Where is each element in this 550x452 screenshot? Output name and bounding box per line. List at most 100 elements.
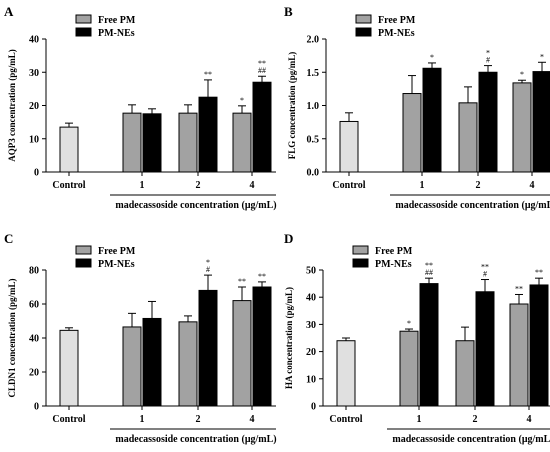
significance-mark: ** [238,277,246,286]
x-tick-label: 2 [476,180,481,191]
x-axis-title: madecassoside concentration (μg/mL) [115,434,276,445]
y-tick-label: 0 [34,402,39,413]
bar-control [336,340,356,407]
significance-mark: ## [258,66,266,75]
x-tick-label: 4 [250,414,255,425]
bar-free-pm [399,330,419,407]
significance-mark: ** [535,268,543,277]
bar-free-pm [458,102,478,173]
panel-label: A [4,4,14,19]
x-tick-label: 1 [140,180,145,191]
legend-label: Free PM [375,246,413,257]
significance-mark: ** [481,263,489,272]
significance-mark: ** [425,261,433,270]
x-tick-label: 1 [420,180,425,191]
panel-label: D [284,231,293,246]
chart-panel-c: C 0 20 40 60 80 CLDN1 concentration (pg/mL) Con… [4,231,277,445]
legend-swatch [355,27,372,37]
y-tick-label: 80 [29,266,39,277]
legend-label: Free PM [98,15,136,26]
y-axis-title: CLDN1 concentration (pg/mL) [7,279,17,398]
bar-pm-nes [142,113,162,173]
legend-label: PM-NEs [98,28,135,39]
x-tick-label: Control [332,180,365,191]
x-tick-label: Control [52,414,85,425]
bar-pm-nes [142,317,162,407]
bar-free-pm [122,112,142,173]
legend-swatch [352,258,369,268]
y-tick-label: 2.0 [307,35,320,46]
bar-pm-nes [529,284,549,407]
x-tick-label: Control [52,180,85,191]
bar-free-pm [455,340,475,407]
significance-mark: ** [258,59,266,68]
significance-mark: ## [425,268,433,277]
significance-mark: * [520,70,524,79]
chart-panel-b: B 0.0 0.5 1.0 1.5 2.0 FLG concentration (pg/mL… [284,4,550,211]
y-axis-title: HA concentration (pg/mL) [284,287,294,389]
bar-control [59,126,79,173]
panel-label: B [284,4,293,19]
legend-swatch [75,258,92,268]
x-axis-title: madecassoside concentration (μg/mL) [395,200,550,211]
bar-free-pm [122,326,142,407]
y-axis-title: AQP3 concentration (pg/mL) [7,49,17,162]
significance-mark: # [206,265,210,274]
significance-mark: * [430,53,434,62]
legend-swatch [75,14,92,24]
y-tick-label: 20 [306,347,316,358]
significance-mark: * [407,319,411,328]
x-tick-label: 2 [473,414,478,425]
significance-mark: * [486,49,490,58]
y-tick-label: 40 [29,35,39,46]
legend-swatch [75,245,92,255]
bar-free-pm [178,112,198,173]
significance-mark: ** [258,272,266,281]
bar-free-pm [402,93,422,173]
y-tick-label: 1.0 [307,101,320,112]
significance-mark: * [540,52,544,61]
bar-free-pm [509,303,529,407]
legend-swatch [75,27,92,37]
legend-label: Free PM [378,15,416,26]
y-tick-label: 0.5 [307,134,320,145]
legend-label: PM-NEs [98,259,135,270]
bar-free-pm [512,82,532,173]
x-axis-title: madecassoside concentration (μg/mL) [115,200,276,211]
bar-pm-nes [422,67,442,173]
x-tick-label: 1 [417,414,422,425]
y-tick-label: 0 [34,168,39,179]
bar-pm-nes [198,289,218,407]
significance-mark: # [486,56,490,65]
bar-control [339,120,359,173]
significance-mark: ** [204,70,212,79]
bar-free-pm [178,321,198,407]
x-axis-title: madecassoside concentration (μg/mL) [392,434,550,445]
x-tick-label: 2 [196,180,201,191]
bar-pm-nes [252,81,272,173]
legend-label: Free PM [98,246,136,257]
x-tick-label: 4 [530,180,535,191]
bar-pm-nes [252,286,272,407]
y-tick-label: 0.0 [307,168,320,179]
y-tick-label: 30 [29,68,39,79]
x-tick-label: 1 [140,414,145,425]
y-tick-label: 1.5 [307,68,320,79]
bar-pm-nes [198,96,218,173]
y-axis-title: FLG concentration (pg/mL) [287,52,297,160]
y-tick-label: 40 [306,293,316,304]
bar-pm-nes [475,291,495,407]
legend-label: PM-NEs [375,259,412,270]
panel-label: C [4,231,13,246]
y-tick-label: 0 [311,402,316,413]
y-tick-label: 30 [306,320,316,331]
bar-pm-nes [478,71,498,173]
y-tick-label: 40 [29,334,39,345]
significance-mark: # [483,270,487,279]
bar-free-pm [232,112,252,173]
y-tick-label: 10 [306,374,316,385]
bar-control [59,329,79,407]
legend-swatch [352,245,369,255]
significance-mark: * [206,258,210,267]
